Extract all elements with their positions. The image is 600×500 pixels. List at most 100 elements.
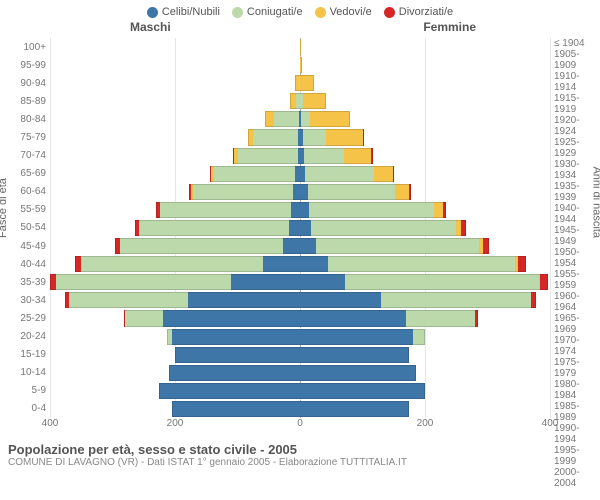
x-axis: 4002000200400 bbox=[50, 418, 550, 436]
bar-female bbox=[300, 329, 550, 345]
age-label: 35-39 bbox=[4, 273, 50, 291]
birth-label: 1975-1979 bbox=[550, 357, 596, 379]
bar-segment bbox=[434, 202, 443, 218]
header-male: Maschi bbox=[130, 20, 171, 34]
bar-row bbox=[50, 92, 550, 110]
bar-segment bbox=[172, 401, 300, 417]
bar-segment bbox=[300, 274, 345, 290]
bar-segment bbox=[371, 148, 372, 164]
bar-female bbox=[300, 93, 550, 109]
x-tick: 200 bbox=[167, 418, 184, 429]
age-label: 65-69 bbox=[4, 165, 50, 183]
bar-female bbox=[300, 39, 550, 55]
bar-male bbox=[50, 57, 300, 73]
x-tick: 400 bbox=[42, 418, 59, 429]
age-label: 85-89 bbox=[4, 92, 50, 110]
bar-row bbox=[50, 38, 550, 56]
bar-segment bbox=[300, 401, 409, 417]
legend-item: Celibi/Nubili bbox=[147, 6, 220, 18]
bar-female bbox=[300, 166, 550, 182]
bar-segment bbox=[291, 202, 300, 218]
bar-segment bbox=[175, 347, 300, 363]
bar-row bbox=[50, 328, 550, 346]
bar-male bbox=[50, 111, 300, 127]
legend-label: Divorziati/e bbox=[399, 6, 453, 18]
bar-segment bbox=[283, 238, 301, 254]
bar-male bbox=[50, 184, 300, 200]
age-label: 15-19 bbox=[4, 346, 50, 364]
bar-female bbox=[300, 256, 550, 272]
birth-label: 1945-1949 bbox=[550, 225, 596, 247]
birth-label: 1935-1939 bbox=[550, 181, 596, 203]
bar-segment bbox=[326, 129, 362, 145]
bar-female bbox=[300, 111, 550, 127]
bar-segment bbox=[409, 184, 412, 200]
age-label: 25-29 bbox=[4, 309, 50, 327]
bar-female bbox=[300, 310, 550, 326]
age-label: 100+ bbox=[4, 38, 50, 56]
bar-row bbox=[50, 165, 550, 183]
bar-female bbox=[300, 383, 550, 399]
age-label: 40-44 bbox=[4, 255, 50, 273]
footer-subtitle: COMUNE DI LAVAGNO (VR) - Dati ISTAT 1° g… bbox=[8, 457, 592, 468]
birth-label: 1960-1964 bbox=[550, 291, 596, 313]
bar-row bbox=[50, 201, 550, 219]
bar-segment bbox=[139, 220, 289, 236]
bar-female bbox=[300, 57, 550, 73]
gender-headers: Maschi Femmine bbox=[0, 20, 600, 38]
legend-dot bbox=[147, 7, 158, 18]
bar-segment bbox=[305, 166, 374, 182]
bar-segment bbox=[344, 148, 372, 164]
birth-label: 1980-1984 bbox=[550, 379, 596, 401]
legend-dot bbox=[384, 7, 395, 18]
bar-female bbox=[300, 75, 550, 91]
bar-segment bbox=[188, 292, 301, 308]
gridline bbox=[550, 38, 551, 418]
age-label: 0-4 bbox=[4, 400, 50, 418]
bar-male bbox=[50, 202, 300, 218]
bar-segment bbox=[300, 329, 413, 345]
legend: Celibi/NubiliConiugati/eVedovi/eDivorzia… bbox=[0, 0, 600, 20]
age-label: 60-64 bbox=[4, 183, 50, 201]
x-tick: 0 bbox=[297, 418, 303, 429]
bar-female bbox=[300, 184, 550, 200]
bar-segment bbox=[381, 292, 531, 308]
bar-segment bbox=[483, 238, 489, 254]
bar-segment bbox=[300, 75, 314, 91]
bar-segment bbox=[518, 256, 527, 272]
bar-segment bbox=[300, 347, 409, 363]
bar-male bbox=[50, 347, 300, 363]
bar-segment bbox=[393, 166, 394, 182]
legend-dot bbox=[232, 7, 243, 18]
birth-label: 1970-1974 bbox=[550, 335, 596, 357]
bar-segment bbox=[531, 292, 536, 308]
y-labels-birth: ≤ 19041905-19091910-19141915-19191920-19… bbox=[550, 38, 596, 418]
age-label: 50-54 bbox=[4, 219, 50, 237]
bar-segment bbox=[316, 238, 479, 254]
bar-female bbox=[300, 401, 550, 417]
bar-segment bbox=[300, 310, 406, 326]
bar-row bbox=[50, 237, 550, 255]
bar-male bbox=[50, 401, 300, 417]
birth-label: 1955-1959 bbox=[550, 269, 596, 291]
bar-segment bbox=[413, 329, 426, 345]
bar-male bbox=[50, 75, 300, 91]
bar-segment bbox=[289, 220, 300, 236]
bar-segment bbox=[169, 365, 300, 381]
bar-segment bbox=[363, 129, 364, 145]
age-label: 95-99 bbox=[4, 56, 50, 74]
birth-label: 1910-1914 bbox=[550, 71, 596, 93]
chart-footer: Popolazione per età, sesso e stato civil… bbox=[0, 436, 600, 468]
bar-row bbox=[50, 309, 550, 327]
bar-segment bbox=[274, 111, 299, 127]
bar-segment bbox=[300, 220, 311, 236]
bar-male bbox=[50, 148, 300, 164]
birth-label: 1930-1934 bbox=[550, 159, 596, 181]
age-label: 20-24 bbox=[4, 328, 50, 346]
age-label: 70-74 bbox=[4, 147, 50, 165]
bar-female bbox=[300, 292, 550, 308]
bar-segment bbox=[300, 184, 308, 200]
bar-row bbox=[50, 291, 550, 309]
bar-segment bbox=[303, 93, 327, 109]
bar-segment bbox=[443, 202, 447, 218]
